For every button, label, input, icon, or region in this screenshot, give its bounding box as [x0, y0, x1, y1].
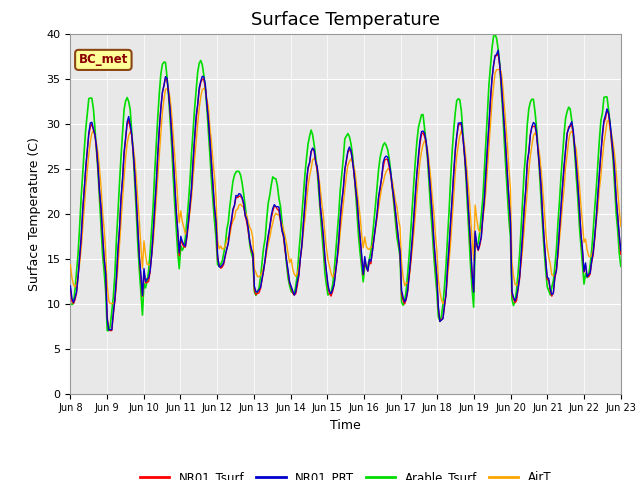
Legend: NR01_Tsurf, NR01_PRT, Arable_Tsurf, AirT: NR01_Tsurf, NR01_PRT, Arable_Tsurf, AirT [135, 466, 556, 480]
X-axis label: Time: Time [330, 419, 361, 432]
Title: Surface Temperature: Surface Temperature [251, 11, 440, 29]
Y-axis label: Surface Temperature (C): Surface Temperature (C) [28, 137, 41, 290]
Text: BC_met: BC_met [79, 53, 128, 66]
